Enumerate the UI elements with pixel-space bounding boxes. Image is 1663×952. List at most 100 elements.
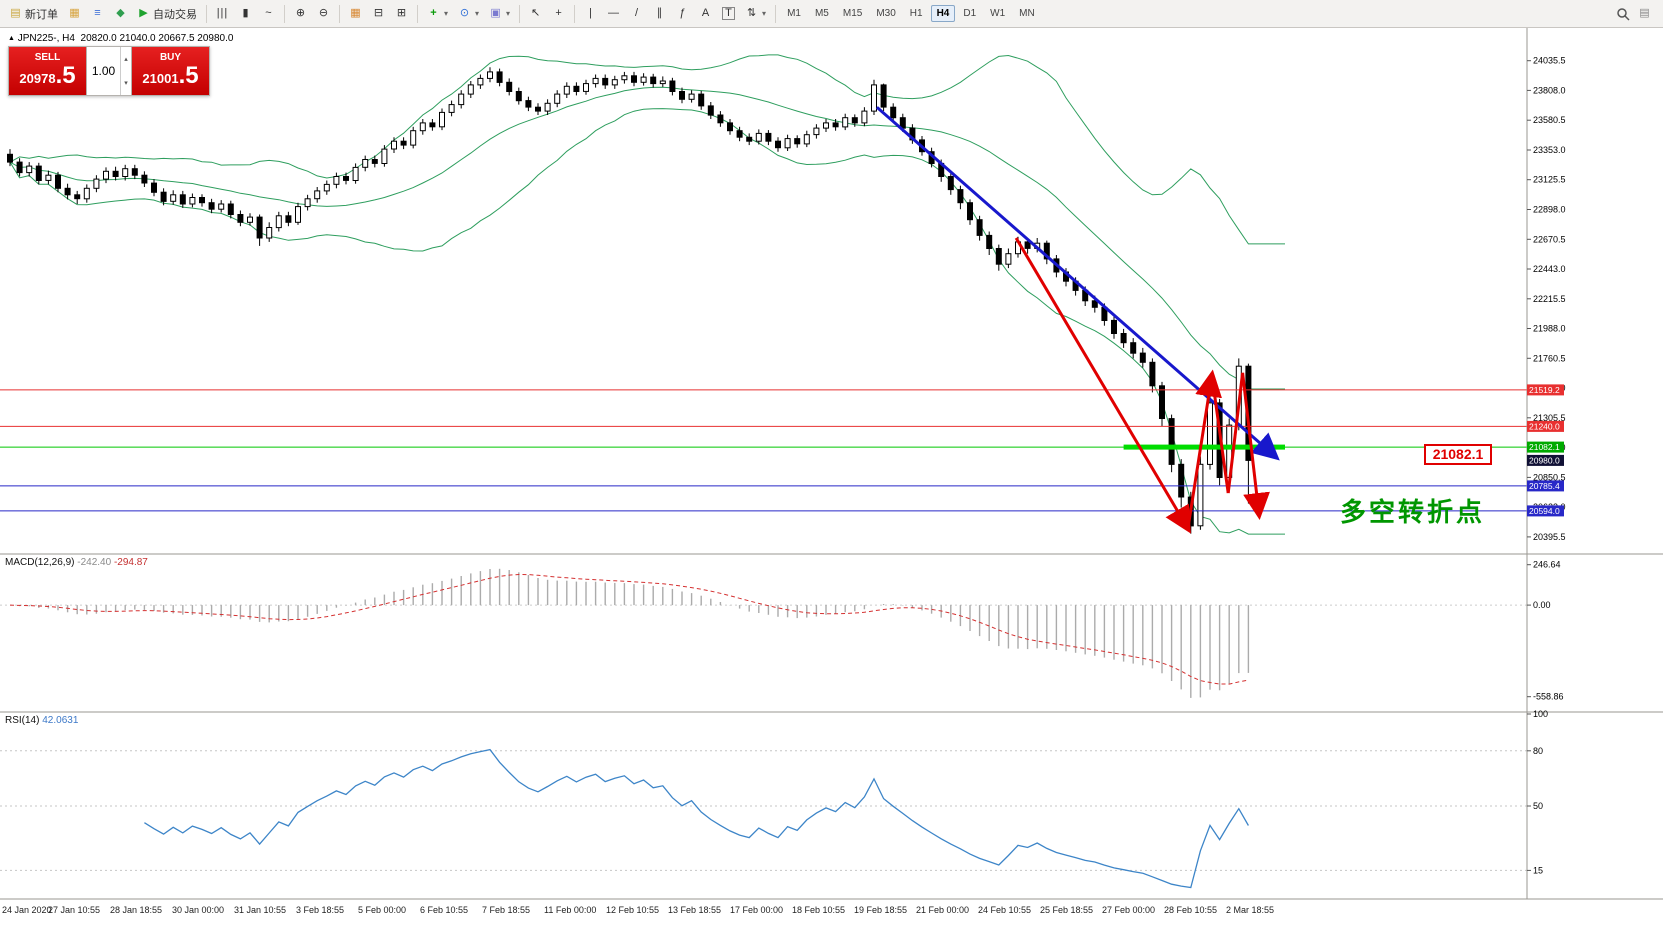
tile-windows-button[interactable]: ▦ (344, 4, 367, 23)
svg-text:27 Feb 00:00: 27 Feb 00:00 (1102, 905, 1155, 915)
svg-text:17 Feb 00:00: 17 Feb 00:00 (730, 905, 783, 915)
navigator-button[interactable]: ◆ (109, 4, 132, 23)
trendlines[interactable] (875, 106, 1280, 534)
timeframe-group: M1 M5 M15 M30 H1 H4 D1 W1 MN (780, 5, 1042, 22)
svg-text:25 Feb 18:55: 25 Feb 18:55 (1040, 905, 1093, 915)
timeframe-button-mn[interactable]: MN (1019, 8, 1035, 19)
sell-label: SELL (34, 51, 61, 63)
arrange-vertical-icon: ⊞ (396, 7, 407, 19)
new-order-button[interactable]: ▤ 新订单 (4, 3, 63, 25)
tile-windows-icon: ▦ (350, 7, 361, 19)
arrange-horizontal-button[interactable]: ⊟ (367, 4, 390, 23)
timeframe-button-h4[interactable]: H4 (930, 5, 956, 22)
svg-text:18 Feb 10:55: 18 Feb 10:55 (792, 905, 845, 915)
auto-trading-button[interactable]: ▶ 自动交易 (132, 3, 202, 25)
zoom-out-button[interactable]: ⊖ (312, 4, 335, 23)
timeframe-button-m1[interactable]: M1 (787, 8, 801, 19)
fibonacci-tool-button[interactable]: ƒ (671, 4, 694, 23)
svg-text:21082.1: 21082.1 (1529, 442, 1560, 452)
svg-text:22670.5: 22670.5 (1533, 234, 1566, 244)
svg-text:80: 80 (1533, 746, 1543, 756)
zoom-in-button[interactable]: ⊕ (289, 4, 312, 23)
toolbar-separator (339, 4, 340, 23)
horizontal-lines[interactable] (0, 389, 1527, 512)
new-order-icon: ▤ (10, 7, 21, 19)
horizontal-line-tool-button[interactable]: — (602, 4, 625, 23)
line-chart-button[interactable]: ~ (257, 4, 280, 23)
svg-text:21240.0: 21240.0 (1529, 421, 1560, 431)
chart-profile-icon: ▦ (69, 7, 80, 19)
vertical-line-tool-button[interactable]: | (579, 4, 602, 23)
indicators-button[interactable]: + ▾ (422, 4, 453, 23)
svg-text:2 Mar 18:55: 2 Mar 18:55 (1226, 905, 1274, 915)
collapse-triangle-icon[interactable]: ▲ (8, 35, 15, 42)
candlestick-chart-button[interactable]: ▮ (234, 4, 257, 23)
timeframe-button-w1[interactable]: W1 (990, 8, 1006, 19)
svg-text:22898.0: 22898.0 (1533, 205, 1566, 215)
horizontal-line-icon: — (608, 7, 620, 19)
timeframe-button-d1[interactable]: D1 (963, 8, 977, 19)
rsi-name: RSI(14) (5, 715, 40, 726)
candlestick-chart-icon: ▮ (242, 7, 249, 19)
buy-price-int: 21001 (142, 70, 179, 86)
arrows-icon: ⇅ (746, 7, 757, 19)
trendline-tool-button[interactable]: / (625, 4, 648, 23)
svg-text:20980.0: 20980.0 (1529, 455, 1560, 465)
svg-text:15: 15 (1533, 865, 1543, 875)
template-icon: ▣ (490, 7, 501, 19)
lot-spin-up-icon[interactable]: ▴ (124, 56, 128, 63)
svg-text:7 Feb 18:55: 7 Feb 18:55 (482, 905, 530, 915)
svg-text:12 Feb 10:55: 12 Feb 10:55 (606, 905, 659, 915)
text-label-tool-button[interactable]: T (717, 4, 740, 23)
channel-tool-button[interactable]: ∥ (648, 4, 671, 23)
chart-canvas[interactable]: 24035.5 23808.0 23580.5 23353.0 23125.5 22898… (0, 28, 1663, 952)
chart-symbol-header: ▲ JPN225-, H4 20820.0 21040.0 20667.5 20… (8, 33, 233, 44)
chart-profile-button[interactable]: ▦ (63, 4, 86, 23)
chevron-down-icon: ▾ (475, 9, 480, 18)
timeframe-button-m15[interactable]: M15 (842, 8, 863, 19)
toolbar-right-icons: ▤ (1616, 7, 1659, 21)
text-label-icon: T (722, 7, 736, 20)
svg-text:21 Feb 00:00: 21 Feb 00:00 (916, 905, 969, 915)
svg-text:23125.5: 23125.5 (1533, 175, 1566, 185)
buy-label: BUY (159, 51, 182, 63)
text-icon: A (701, 7, 710, 19)
svg-text:19 Feb 18:55: 19 Feb 18:55 (854, 905, 907, 915)
svg-text:20850.5: 20850.5 (1533, 472, 1566, 482)
svg-text:21760.5: 21760.5 (1533, 353, 1566, 363)
market-watch-button[interactable]: ≡ (86, 4, 109, 23)
sell-price-frac: .5 (55, 61, 76, 89)
svg-text:23580.5: 23580.5 (1533, 115, 1566, 125)
buy-button[interactable]: BUY 21001.5 (132, 47, 209, 95)
timeframe-button-m30[interactable]: M30 (876, 8, 896, 19)
text-tool-button[interactable]: A (694, 4, 717, 23)
bar-chart-button[interactable]: ||| (211, 4, 234, 23)
search-icon[interactable] (1616, 7, 1630, 21)
arrange-vertical-button[interactable]: ⊞ (390, 4, 413, 23)
turning-point-annotation: 多空转折点 (1340, 498, 1486, 527)
timeframe-button-m5[interactable]: M5 (814, 8, 829, 19)
crosshair-tool-button[interactable]: + (547, 4, 570, 23)
data-window-icon[interactable]: ▤ (1639, 7, 1650, 19)
cursor-tool-button[interactable]: ↖ (524, 4, 547, 23)
timeframe-button-h1[interactable]: H1 (909, 8, 923, 19)
macd-pane (9, 568, 1250, 698)
svg-text:30 Jan 00:00: 30 Jan 00:00 (172, 905, 224, 915)
svg-text:3 Feb 18:55: 3 Feb 18:55 (296, 905, 344, 915)
price-axis[interactable]: 24035.5 23808.0 23580.5 23353.0 23125.5 22898… (0, 28, 1663, 900)
lot-size-input[interactable]: 1.00 (91, 64, 116, 78)
arrows-tool-button[interactable]: ⇅ ▾ (740, 4, 771, 23)
svg-text:23808.0: 23808.0 (1533, 85, 1566, 95)
templates-button[interactable]: ▣ ▾ (484, 4, 515, 23)
lot-spin-down-icon[interactable]: ▾ (124, 80, 128, 87)
cursor-icon: ↖ (530, 7, 541, 19)
toolbar: ▤ 新订单 ▦ ≡ ◆ ▶ 自动交易 ||| ▮ ~ ⊕ ⊖ ▦ ⊟ ⊞ + ▾ ⊙ ▾… (0, 0, 1663, 28)
periods-button[interactable]: ⊙ ▾ (453, 4, 484, 23)
vertical-line-icon: | (589, 7, 592, 19)
svg-text:24 Feb 10:55: 24 Feb 10:55 (978, 905, 1031, 915)
svg-text:21305.5: 21305.5 (1533, 413, 1566, 423)
line-chart-icon: ~ (265, 7, 272, 19)
new-order-label: 新订单 (25, 8, 58, 21)
sell-button[interactable]: SELL 20978.5 (9, 47, 86, 95)
